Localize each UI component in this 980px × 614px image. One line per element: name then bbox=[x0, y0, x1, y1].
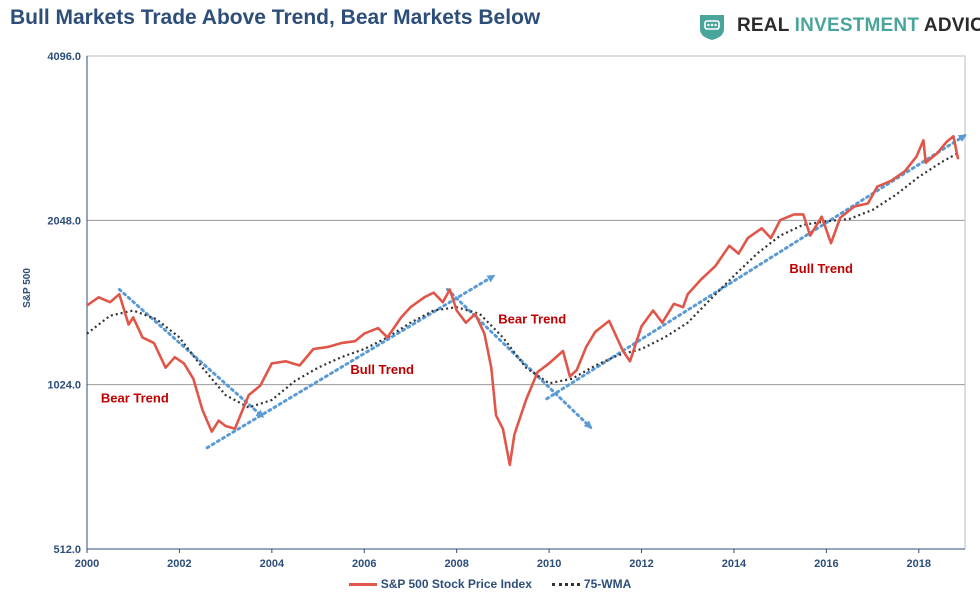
brand-logo: REAL INVESTMENT ADVICE bbox=[697, 10, 980, 42]
shield-logo-icon bbox=[700, 15, 724, 40]
y-tick-label: 4096.0 bbox=[47, 51, 81, 63]
series-line-sp500 bbox=[86, 134, 960, 467]
plot-frame bbox=[86, 55, 966, 550]
trend-annotation: Bull Trend bbox=[350, 362, 414, 377]
x-tick-label: 2004 bbox=[260, 558, 285, 570]
trend-arrow bbox=[545, 133, 967, 401]
legend: S&P 500 Stock Price Index 75-WMA bbox=[0, 574, 980, 594]
x-tick-label: 2014 bbox=[722, 558, 747, 570]
legend-item-wma: 75-WMA bbox=[551, 577, 632, 591]
chart-title: Bull Markets Trade Above Trend, Bear Mar… bbox=[10, 6, 541, 29]
x-tick-label: 2006 bbox=[352, 558, 376, 570]
x-tick-label: 2008 bbox=[444, 558, 468, 570]
x-tick-label: 2002 bbox=[167, 558, 191, 570]
x-tick-label: 2018 bbox=[907, 558, 931, 570]
logo-text: REAL INVESTMENT ADVICE bbox=[737, 15, 980, 36]
trend-annotation: Bear Trend bbox=[101, 390, 169, 405]
legend-swatch-solid bbox=[348, 582, 377, 586]
trend-arrow bbox=[445, 287, 593, 429]
x-tick-label: 2010 bbox=[537, 558, 561, 570]
y-tick-label: 1024.0 bbox=[47, 380, 81, 392]
legend-item-sp500: S&P 500 Stock Price Index bbox=[348, 577, 532, 591]
y-tick-label: 2048.0 bbox=[47, 215, 81, 227]
legend-label-sp500: S&P 500 Stock Price Index bbox=[380, 577, 532, 591]
x-tick-label: 2000 bbox=[75, 558, 99, 570]
trend-arrow bbox=[205, 274, 496, 450]
x-tick-label: 2016 bbox=[814, 558, 838, 570]
legend-swatch-dotted bbox=[551, 582, 580, 586]
trend-annotation: Bear Trend bbox=[498, 312, 566, 327]
trend-annotation: Bull Trend bbox=[789, 261, 853, 276]
y-tick-label: 512.0 bbox=[53, 544, 81, 556]
x-tick-label: 2012 bbox=[629, 558, 653, 570]
series-line-wma bbox=[86, 152, 959, 409]
legend-label-wma: 75-WMA bbox=[583, 577, 632, 591]
